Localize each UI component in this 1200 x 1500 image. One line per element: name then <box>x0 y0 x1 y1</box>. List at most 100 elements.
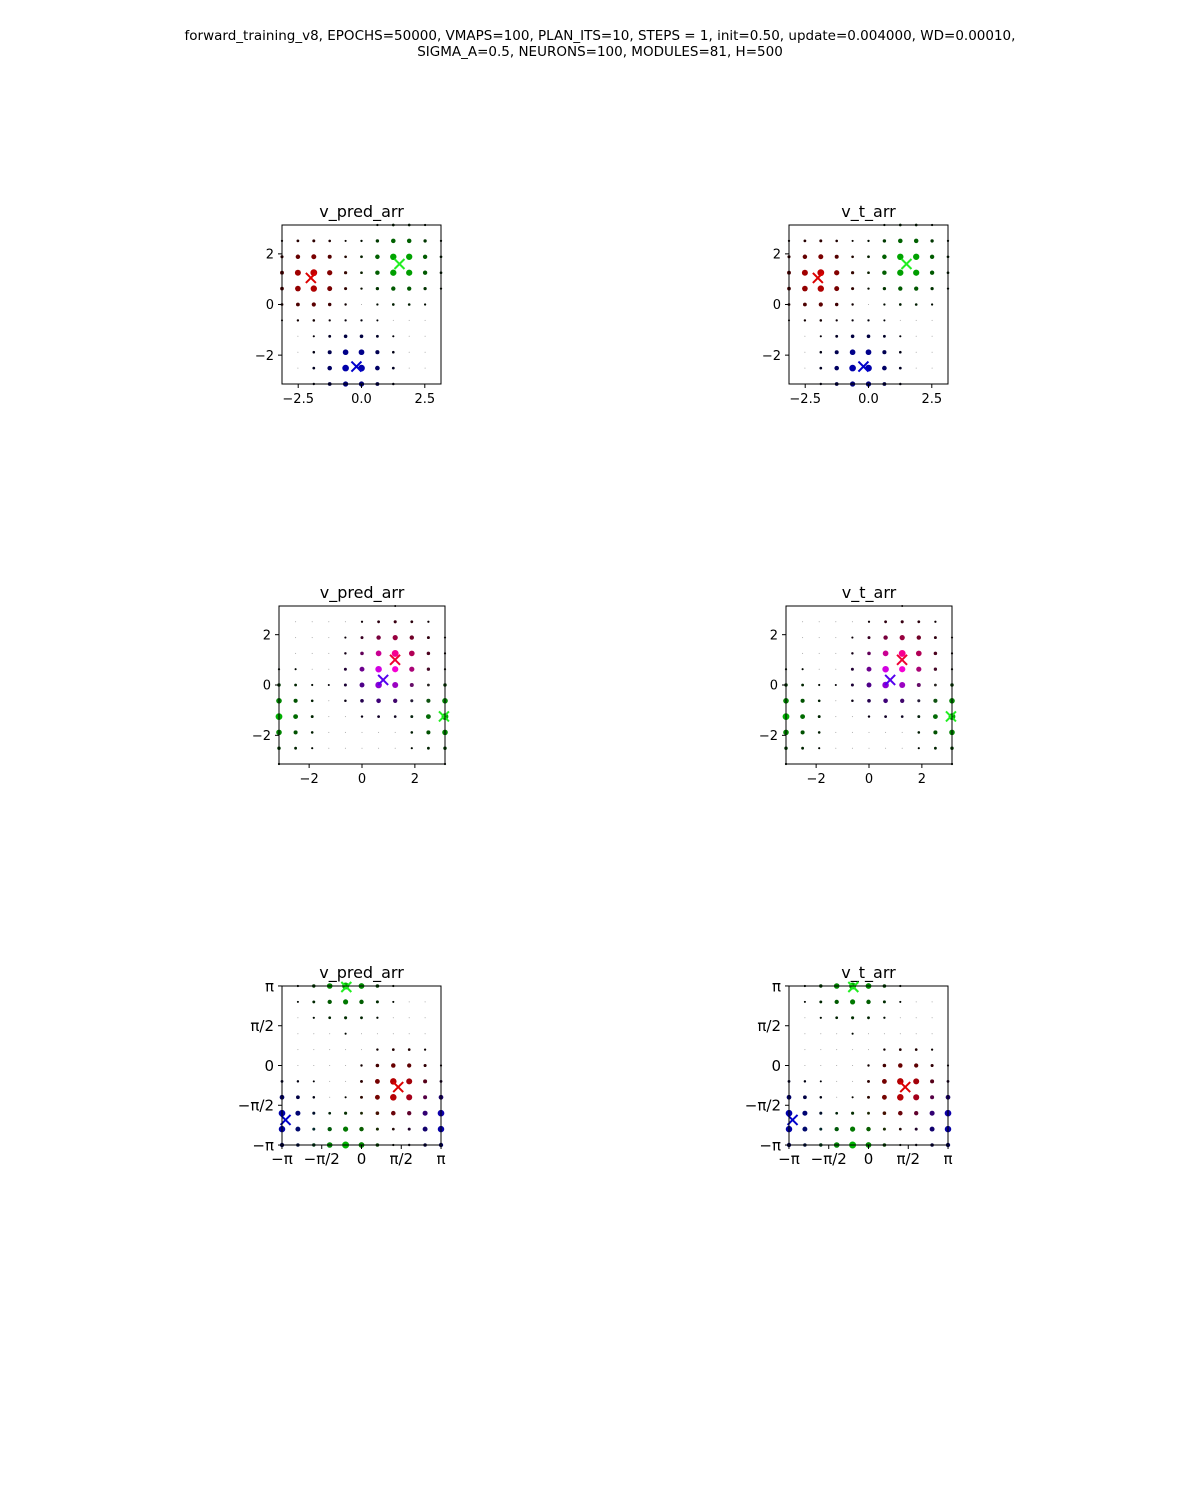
data-point <box>426 667 431 671</box>
cross-marker <box>389 654 401 666</box>
data-point <box>868 1033 869 1035</box>
data-point <box>344 287 348 291</box>
cross-marker <box>899 1081 911 1093</box>
data-point <box>408 335 410 337</box>
data-point <box>914 303 918 306</box>
data-point <box>867 319 870 322</box>
data-point <box>929 1110 935 1116</box>
data-point <box>407 1111 412 1116</box>
y-tick-label: −π/2 <box>745 1097 781 1115</box>
x-tick-label: −π <box>778 1150 800 1168</box>
data-point <box>913 269 920 276</box>
data-point <box>426 698 431 703</box>
data-point <box>343 667 347 671</box>
data-point <box>328 621 330 623</box>
cross-marker <box>896 654 908 666</box>
subplot-6: v_t_arr −π −π/2 0 π/2 π −π −π/2 0 π/2 π <box>745 963 953 1168</box>
data-point <box>835 621 837 623</box>
data-point <box>376 319 379 322</box>
data-point <box>818 747 821 750</box>
x-tick-label: 0 <box>864 1150 874 1168</box>
data-point <box>930 286 934 291</box>
data-point <box>312 1080 315 1083</box>
data-point <box>819 335 822 338</box>
data-point <box>852 1065 854 1066</box>
data-point <box>851 319 854 322</box>
data-point <box>803 1080 807 1083</box>
data-point <box>836 1065 838 1066</box>
data-point <box>375 665 382 673</box>
subplot-title: v_t_arr <box>842 583 897 603</box>
data-point <box>360 698 364 703</box>
data-point <box>312 319 316 322</box>
data-point <box>804 1065 806 1066</box>
data-point <box>867 1079 870 1083</box>
data-point <box>802 621 804 623</box>
data-point <box>295 302 300 307</box>
data-point <box>934 620 937 623</box>
data-point <box>802 1126 808 1132</box>
data-point <box>408 367 410 369</box>
y-tick-label: 2 <box>266 248 274 263</box>
data-point <box>297 367 299 369</box>
data-point <box>914 286 919 291</box>
data-point <box>818 254 824 260</box>
data-point <box>851 747 853 749</box>
data-point <box>804 367 806 369</box>
subplot-1: v_pred_arr −2.5 0.0 2.5 −2 0 2 <box>255 202 443 407</box>
subplot-title: v_t_arr <box>841 963 896 983</box>
data-point <box>393 620 397 624</box>
x-tick-label: π <box>437 1150 446 1168</box>
data-point <box>897 269 904 276</box>
x-tick-label: −2.5 <box>789 392 821 407</box>
data-point <box>375 1063 380 1068</box>
data-point <box>819 1000 823 1004</box>
data-point <box>866 999 871 1005</box>
data-point <box>426 683 430 687</box>
data-point <box>899 1000 902 1003</box>
data-point <box>297 1033 299 1035</box>
data-point <box>376 1048 379 1051</box>
data-point <box>376 1033 378 1035</box>
data-point <box>915 1001 917 1003</box>
data-point <box>361 1033 362 1035</box>
data-point <box>390 269 397 276</box>
data-point <box>915 335 917 337</box>
data-point <box>851 621 853 623</box>
data-point <box>344 699 347 703</box>
data-point <box>409 635 414 640</box>
data-point <box>804 1033 806 1035</box>
y-tick-label: −2 <box>762 349 781 364</box>
data-point <box>343 683 347 687</box>
y-tick-label: π/2 <box>250 1017 274 1035</box>
data-point <box>329 1096 331 1098</box>
data-point <box>802 1110 808 1116</box>
data-point <box>866 682 872 688</box>
data-point <box>804 351 806 353</box>
data-point <box>344 1096 347 1099</box>
data-point <box>836 1033 838 1035</box>
data-point <box>851 1096 854 1099</box>
data-point <box>329 1065 331 1066</box>
data-point <box>296 239 300 243</box>
data-point <box>328 668 330 670</box>
data-point <box>851 716 853 718</box>
data-point <box>929 1126 935 1132</box>
data-point <box>898 649 906 657</box>
data-point <box>328 334 332 338</box>
data-point <box>867 1064 870 1067</box>
data-point <box>834 999 839 1005</box>
data-point <box>819 239 823 243</box>
data-point <box>359 1126 364 1132</box>
data-point <box>834 302 839 307</box>
data-point <box>296 1080 300 1083</box>
data-point <box>835 637 837 639</box>
data-point <box>818 302 823 307</box>
data-point <box>360 651 364 656</box>
data-point <box>359 999 364 1005</box>
cross-marker <box>847 981 860 993</box>
data-point <box>327 286 333 292</box>
data-point <box>311 621 313 623</box>
data-point <box>882 334 886 338</box>
cross-marker <box>350 360 363 373</box>
